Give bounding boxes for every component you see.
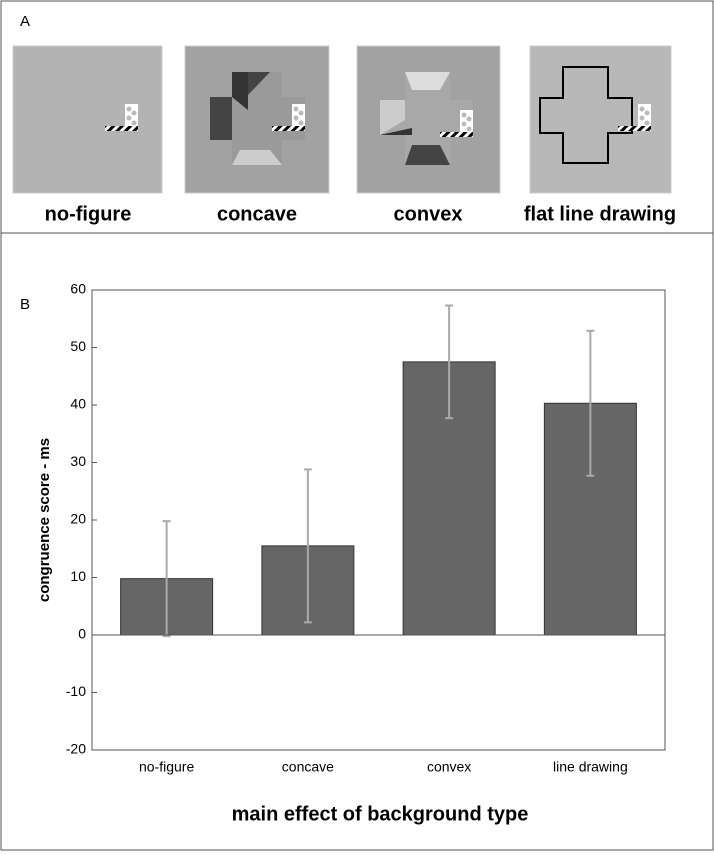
stimulus [184,45,330,194]
stimulus-label: concave [217,203,297,225]
stimulus [356,45,501,194]
x-axis-title: main effect of background type [232,803,529,825]
y-tick-label: -10 [66,683,86,699]
stimulus-label: convex [394,203,463,225]
y-axis-title: congruence score - ms [36,438,53,602]
y-tick-label: 60 [70,281,86,297]
x-tick-label: no-figure [139,759,194,775]
y-tick-label: 0 [78,626,86,642]
y-tick-label: 10 [70,568,86,584]
y-tick-label: 40 [70,396,86,412]
error-bar [586,329,595,477]
panel-label: B [20,296,30,313]
panel-label: A [20,13,30,30]
y-tick-label: 20 [70,511,86,527]
stimulus [12,45,163,194]
error-bar [303,468,312,624]
y-tick-label: 30 [70,453,86,469]
x-tick-label: line drawing [553,759,628,775]
y-tick-label: 50 [70,338,86,354]
stimulus-label: no-figure [45,203,132,225]
stimulus [529,45,672,194]
x-tick-label: concave [282,759,334,775]
error-bar [445,304,454,420]
y-tick-label: -20 [66,741,86,757]
stimulus-label: flat line drawing [524,203,676,225]
error-bar [162,520,171,638]
x-tick-label: convex [427,759,471,775]
